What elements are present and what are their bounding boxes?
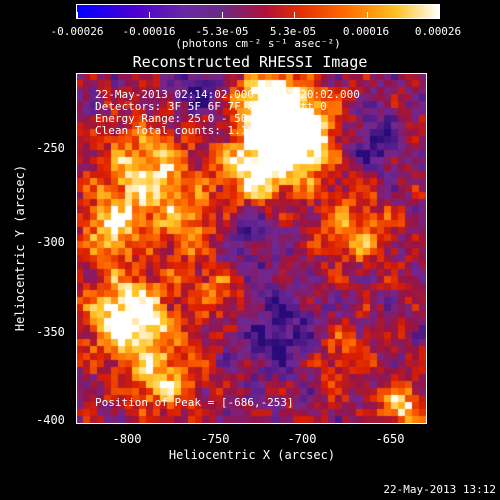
x-tick-label: -700	[287, 432, 317, 446]
colorbar-tick	[149, 12, 150, 18]
y-tick-label: -400	[36, 413, 65, 427]
colorbar-label: 0.00026	[414, 25, 462, 38]
info-detectors: Detectors: 3F 5F 6F 7F 8F 9F, Att 0	[95, 100, 327, 113]
colorbar-tick	[222, 12, 223, 18]
y-tick-label: -350	[36, 325, 65, 339]
colorbar-tick	[294, 12, 295, 18]
colorbar-label: -5.3e-05	[195, 25, 249, 38]
colorbar-tick	[77, 12, 78, 18]
y-tick-label: -300	[36, 235, 65, 249]
x-axis-label: Heliocentric X (arcsec)	[168, 448, 336, 462]
plot-title: Reconstructed RHESSI Image	[132, 53, 368, 71]
colorbar-tick	[438, 12, 439, 18]
info-time-range: 22-May-2013 02:14:02.000 to 02:20:02.000	[95, 88, 360, 101]
colorbar-unit: (photons cm⁻² s⁻¹ asec⁻²)	[175, 37, 341, 50]
timestamp: 22-May-2013 13:12	[383, 483, 496, 496]
info-energy: Energy Range: 25.0 - 50.0 keV	[95, 112, 288, 125]
y-tick-label: -250	[36, 141, 65, 155]
info-clean: Clean Total counts: 1.15E+04	[95, 124, 281, 137]
colorbar-label: -0.00016	[122, 25, 176, 38]
x-tick-label: -650	[375, 432, 405, 446]
colorbar-label: 5.3e-05	[269, 25, 317, 38]
peak-position: Position of Peak = [-686,-253]	[95, 396, 294, 409]
x-tick-label: -750	[200, 432, 230, 446]
colorbar-label: 0.00016	[342, 25, 390, 38]
colorbar-label: -0.00026	[50, 25, 104, 38]
colorbar-tick	[367, 12, 368, 18]
x-tick-label: -800	[112, 432, 142, 446]
y-axis-label: Heliocentric Y (arcsec)	[13, 164, 27, 332]
heatmap-canvas	[77, 74, 426, 423]
rhessi-image	[76, 73, 427, 424]
colorbar	[76, 4, 440, 19]
